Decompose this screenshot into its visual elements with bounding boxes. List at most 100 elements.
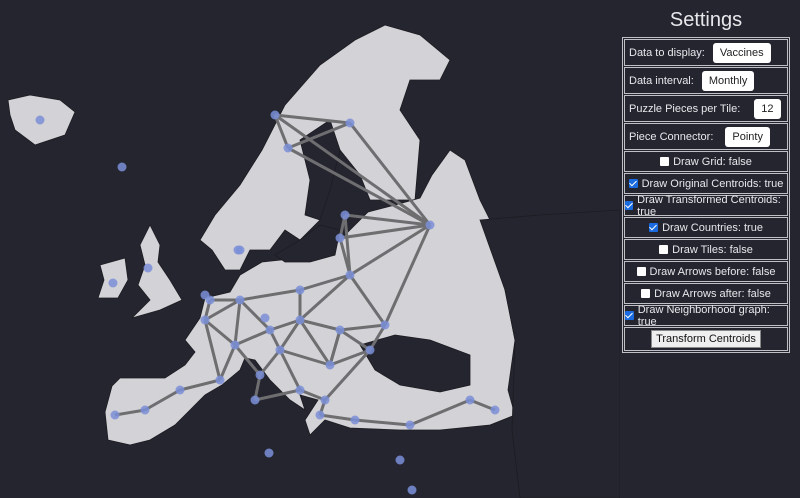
graph-edge xyxy=(278,349,302,391)
checkbox-row[interactable]: Draw Arrows after: false xyxy=(624,283,788,304)
graph-edge xyxy=(319,413,356,422)
checkbox[interactable] xyxy=(660,157,670,166)
centroid-point xyxy=(275,345,285,355)
checkbox-label: Draw Transformed Centroids: true xyxy=(637,193,781,218)
seas-layer xyxy=(274,119,620,498)
centroid-point xyxy=(255,370,265,380)
graph-edge xyxy=(299,273,351,292)
graph-edge xyxy=(279,348,331,367)
checkbox-label: Draw Original Centroids: true xyxy=(641,177,784,190)
centroid-point xyxy=(335,325,345,335)
graph-edge xyxy=(339,328,371,352)
graph-edge xyxy=(323,348,372,402)
piece-connector-button[interactable]: Pointy xyxy=(725,126,770,147)
europe-map xyxy=(7,24,620,498)
checkbox-label: Draw Arrows before: false xyxy=(649,265,776,278)
pieces-per-tile-input[interactable]: 12 xyxy=(754,98,781,119)
settings-panel: Settings Data to display: Vaccines Data … xyxy=(622,8,790,353)
centroid-point xyxy=(490,405,500,415)
centroid-point xyxy=(325,360,335,370)
centroid-point xyxy=(175,385,185,395)
checkbox-label: Draw Grid: false xyxy=(673,155,752,168)
checkbox-label: Draw Tiles: false xyxy=(672,243,753,256)
checkbox-row[interactable]: Draw Original Centroids: true xyxy=(624,173,788,194)
data-interval-button[interactable]: Monthly xyxy=(701,70,755,91)
centroid-point xyxy=(320,395,330,405)
centroid-point xyxy=(350,415,360,425)
checkbox-row[interactable]: Draw Transformed Centroids: true xyxy=(624,193,788,218)
centroid-point xyxy=(230,340,240,350)
centroid-point xyxy=(270,110,280,120)
graph-edge xyxy=(233,299,242,346)
piece-connector-row: Piece Connector: Pointy xyxy=(624,123,788,150)
graph-edge xyxy=(299,318,341,332)
centroid-point xyxy=(108,278,118,288)
graph-edge xyxy=(409,398,471,427)
checkbox-label: Draw Countries: true xyxy=(662,221,763,234)
centroid-point xyxy=(315,410,325,420)
graph-edge xyxy=(269,318,301,332)
centroid-point xyxy=(283,143,293,153)
graph-edge xyxy=(287,146,431,227)
graph-edge xyxy=(329,348,371,367)
graph-edge xyxy=(144,388,181,412)
centroid-point xyxy=(260,313,270,323)
neighborhood-graph xyxy=(114,113,496,427)
centroid-point xyxy=(250,395,260,405)
piece-connector-label: Piece Connector: xyxy=(629,130,714,143)
centroid-point xyxy=(265,325,275,335)
graph-edge xyxy=(383,224,432,326)
checkbox[interactable] xyxy=(636,267,646,276)
graph-edge xyxy=(233,344,262,376)
centroid-point xyxy=(233,245,243,255)
checkbox[interactable] xyxy=(625,311,634,320)
checkbox-label: Draw Neighborhood graph: true xyxy=(637,303,770,328)
centroid-point xyxy=(380,320,390,330)
graph-edge xyxy=(348,122,432,226)
centroid-point xyxy=(407,485,417,495)
checkbox-row[interactable]: Draw Arrows before: false xyxy=(624,261,788,282)
checkbox[interactable] xyxy=(625,201,634,210)
checkbox[interactable] xyxy=(641,289,651,298)
graph-edge xyxy=(298,273,352,322)
great-britain xyxy=(130,224,183,319)
centroid-point xyxy=(35,115,45,125)
graph-edge xyxy=(287,121,351,150)
centroid-point xyxy=(215,375,225,385)
checkbox[interactable] xyxy=(628,179,638,188)
graph-edge xyxy=(204,298,241,322)
graph-edge xyxy=(204,318,236,347)
checkbox[interactable] xyxy=(659,245,669,254)
centroids-layer xyxy=(35,110,500,495)
checkbox-row[interactable]: Draw Neighborhood graph: true xyxy=(624,303,788,328)
gulf-of-bothnia xyxy=(299,119,341,221)
graph-edge xyxy=(238,298,272,332)
graph-edge xyxy=(348,274,387,326)
centroid-point xyxy=(117,162,127,172)
centroid-point xyxy=(335,233,345,243)
checkbox-row[interactable]: Draw Grid: false xyxy=(624,151,788,172)
centroid-point xyxy=(340,210,350,220)
transform-centroids-button[interactable]: Transform Centroids xyxy=(651,330,761,348)
graph-edge xyxy=(344,213,431,227)
graph-edge xyxy=(274,113,351,125)
graph-edge xyxy=(343,214,352,276)
graph-edge xyxy=(274,113,431,227)
ireland xyxy=(97,257,129,299)
centroid-point xyxy=(345,270,355,280)
pieces-per-tile-label: Puzzle Pieces per Tile: xyxy=(629,102,741,115)
data-to-display-button[interactable]: Vaccines xyxy=(712,42,771,63)
black-sea xyxy=(359,334,471,393)
graph-edge xyxy=(273,114,290,149)
checkbox-row[interactable]: Draw Countries: true xyxy=(624,217,788,238)
graph-edge xyxy=(239,288,301,302)
checkbox-label: Draw Arrows after: false xyxy=(654,287,771,300)
pieces-per-tile-row: Puzzle Pieces per Tile: 12 xyxy=(624,95,788,122)
baltic-sea xyxy=(274,224,341,263)
graph-edge xyxy=(254,388,301,402)
checkbox-row[interactable]: Draw Tiles: false xyxy=(624,239,788,260)
checkbox[interactable] xyxy=(649,223,659,232)
data-to-display-row: Data to display: Vaccines xyxy=(624,39,788,66)
graph-edge xyxy=(218,344,237,381)
graph-edge xyxy=(278,319,302,351)
